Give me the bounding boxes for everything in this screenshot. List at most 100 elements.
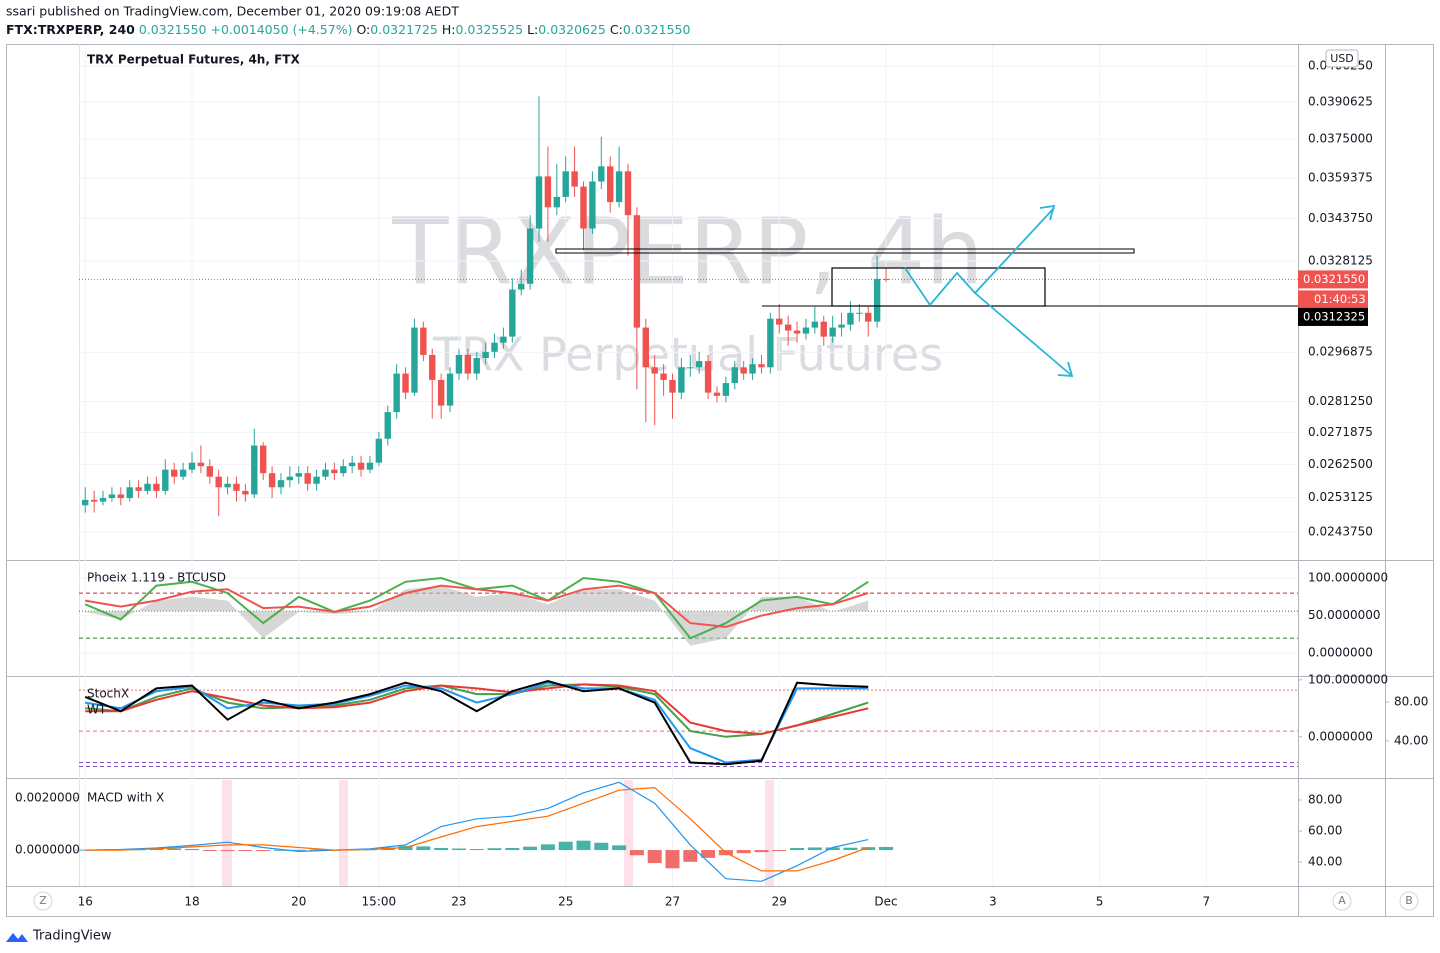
candle-body [90,499,98,502]
candle-body [206,466,213,477]
histogram-bar [879,846,894,851]
indicator-area [85,585,869,646]
candle-body [660,373,667,380]
candle-body [802,327,810,334]
brand-logo [6,933,28,942]
price: 0.0321550 [139,22,207,37]
candle-body [215,476,222,488]
candle-body [429,354,436,380]
last-price-label: 0.0321550 [1303,272,1365,286]
candle-body [589,181,596,229]
candle-body [268,473,276,488]
histogram-bar [505,847,520,851]
scale-label: B [1405,894,1413,907]
y-tick-label: 0.0000000 [15,843,80,857]
candle-body [473,357,480,374]
histogram-bar [594,842,609,851]
histogram-bar [202,850,217,852]
candle-body [446,373,454,406]
candle-body [784,324,792,331]
candle-body [749,364,756,374]
y-tick-label: 0.0390625 [1308,94,1373,108]
projection-up [904,207,1055,307]
candle-body [162,469,169,491]
candle-body [242,490,249,495]
candle-body [793,330,801,334]
candle-body [678,367,685,393]
x-tick-label: 15:00 [362,895,397,909]
y-tick-label: 100.0000000 [1308,571,1388,585]
candle-body [455,354,463,374]
histogram-bar [416,846,431,851]
candle-body [295,473,302,477]
candle-body [580,186,587,229]
candle-body [82,499,89,506]
scale-button[interactable] [1399,891,1419,911]
candle-body [224,483,231,488]
candle-body [393,373,400,413]
histogram-bar [434,847,449,851]
histogram-bar [754,850,769,853]
histogram-bar [540,844,555,851]
candle-body [233,483,240,491]
indicator-title: Phoeix 1.119 - BTCUSD [87,571,226,585]
candle-body [366,462,374,470]
candle-body [767,318,774,368]
currency-badge[interactable] [1325,49,1359,68]
watermark-description: TRX Perpetual Futures [432,328,943,382]
band [765,780,774,886]
y-tick-label: 0.0343750 [1308,211,1373,225]
y-tick-label: 100.0000000 [1308,672,1388,686]
indicator-line [85,584,869,628]
candle-body [464,354,472,374]
candle-body [171,469,178,477]
auto-scale-button[interactable] [1332,891,1352,911]
x-tick-label: 3 [989,895,997,909]
y-tick-label: 0.0328125 [1308,253,1373,267]
change: +0.0014050 (+4.57%) [210,22,352,37]
l-label: L: [527,22,538,37]
candle-body [856,312,863,314]
x-tick-label: 18 [184,895,199,909]
candle-body [571,171,578,187]
histogram-bar [701,850,716,858]
indicator-title: MACD with X [87,791,164,805]
x-tick-label: 23 [451,895,466,909]
candle-body [411,327,418,393]
arrow-head [1039,204,1056,221]
macd-line [85,781,869,882]
candle-body [598,166,605,182]
histogram-bar [629,850,644,856]
drawings [555,204,1135,377]
histogram-bar [683,850,698,862]
histogram-bar [256,850,271,852]
candle-body [562,171,569,197]
candle-body [420,327,427,355]
candle-body [704,361,712,393]
publisher-line: ssari published on TradingView.com, Dece… [6,4,459,19]
resistance-box [555,248,1135,254]
candle-body [526,228,534,284]
candle-body [553,196,561,208]
candle-body [99,498,107,502]
y2-tick-label: 40.00 [1308,854,1342,868]
candle-body [838,324,845,328]
candle-body [482,351,489,358]
range-box [831,267,1046,307]
y-tick-label: 0.0296875 [1308,345,1373,359]
brand: TradingView [32,929,112,944]
band [222,780,232,886]
candle-body [277,480,285,488]
histogram-bar [772,850,787,852]
candle-body [606,166,614,203]
x-tick-label: 27 [665,895,680,909]
last-price-badge [1298,270,1368,289]
zoom-button[interactable] [33,891,53,911]
indicator-subtitle: WT [87,703,107,717]
y-tick-label: 50.0000000 [1308,608,1381,622]
projection-down [974,292,1072,376]
countdown: 01:40:53 [1314,292,1366,306]
indicator-line [85,681,869,764]
histogram-bar [469,849,484,851]
signal-bands [222,780,774,886]
